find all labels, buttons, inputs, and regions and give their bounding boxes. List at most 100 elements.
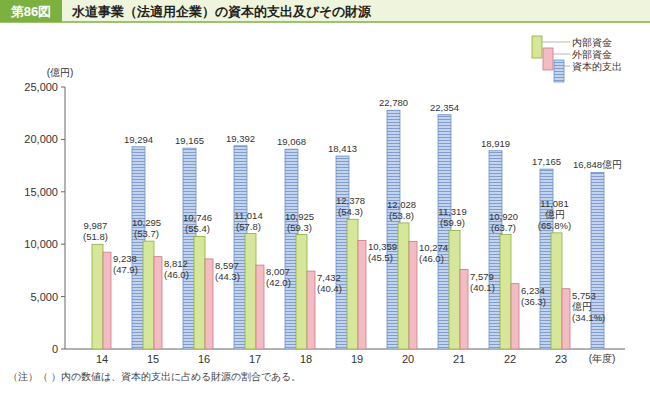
legend-label: 資本的支出 — [572, 61, 622, 72]
ratio-label: (54.3) — [338, 206, 363, 217]
bar — [205, 259, 213, 349]
y-tick-label: 0 — [52, 343, 58, 355]
y-axis — [65, 87, 66, 349]
ratio-label: (53.8) — [389, 210, 414, 221]
bar — [358, 240, 366, 349]
x-tick-label: 14 — [96, 353, 108, 365]
bar — [500, 235, 511, 349]
bar — [449, 230, 460, 349]
data-label: 7,432 — [317, 272, 341, 283]
y-tick — [61, 191, 65, 192]
ratio-label: (44.3) — [215, 271, 240, 282]
data-label: 19,294 — [124, 134, 153, 145]
bar — [154, 257, 162, 349]
bar — [398, 223, 409, 349]
data-label: 9,238 — [113, 253, 137, 264]
data-label: 18,413 — [328, 143, 357, 154]
ratio-label: (42.0) — [266, 277, 291, 288]
y-tick — [61, 87, 65, 88]
x-tick-label: 17 — [249, 353, 261, 365]
legend-label: 外部資金 — [572, 49, 612, 60]
data-label: 17,165 — [532, 156, 561, 167]
title: 水道事業（法適用企業）の資本的支出及びその財源 — [71, 4, 372, 19]
ratio-label: (65.8%) — [538, 220, 571, 231]
legend-leader — [542, 42, 570, 43]
title-rule — [0, 21, 650, 23]
ratio-label: (46.0) — [419, 253, 444, 264]
ratio-label: (59.3) — [287, 222, 312, 233]
ratio-label: (59.9) — [440, 217, 465, 228]
y-tick-label: 10,000 — [24, 238, 58, 250]
ratio-label: (40.4) — [317, 283, 342, 294]
bar — [347, 219, 358, 349]
x-axis-label: (年度) — [589, 353, 616, 364]
x-tick-label: 16 — [198, 353, 210, 365]
data-label: 10,746 — [183, 212, 212, 223]
x-tick-label: 21 — [453, 353, 465, 365]
y-axis-label: (億円) — [47, 67, 74, 78]
legend-swatch — [554, 60, 564, 82]
data-label: 11,014 — [234, 210, 262, 221]
legend-swatch — [532, 36, 542, 58]
data-label: 7,579 — [470, 271, 494, 282]
bar — [307, 271, 315, 349]
data-label: 10,920 — [489, 211, 518, 222]
legend: 内部資金外部資金資本的支出 — [532, 36, 622, 82]
data-label: 10,295 — [132, 217, 161, 228]
figure-label: 第86図 — [10, 4, 51, 19]
bar — [256, 265, 264, 349]
data-label: 12,028 — [387, 199, 416, 210]
y-tick-label: 25,000 — [24, 81, 58, 93]
x-tick-label: 22 — [504, 353, 516, 365]
bars — [92, 110, 604, 349]
y-tick-label: 15,000 — [24, 186, 58, 198]
data-label: 5,753億円 — [572, 290, 596, 312]
bar — [143, 241, 154, 349]
ratio-label: (36.3) — [521, 296, 546, 307]
data-label: 10,925 — [285, 211, 314, 222]
data-label: 22,780 — [379, 97, 408, 108]
ratio-label: (47.9) — [113, 264, 138, 275]
ratio-label: (51.8) — [83, 231, 108, 242]
data-label: 9,987 — [84, 220, 108, 231]
data-labels: 9,987(51.8)9,238(47.9)19,29410,295(53.7)… — [83, 97, 622, 322]
chart: 第86図 水道事業（法適用企業）の資本的支出及びその財源 0 5,000 10,000 1… — [0, 0, 650, 397]
data-label: 6,234 — [521, 285, 545, 296]
legend-leader — [553, 54, 570, 55]
data-label: 16,848億円 — [573, 159, 622, 170]
ratio-label: (63.7) — [491, 222, 516, 233]
y-tick — [61, 296, 65, 297]
bar — [562, 289, 570, 349]
x-tick-label: 15 — [147, 353, 159, 365]
bar — [103, 252, 111, 349]
bar — [551, 233, 562, 349]
bar — [245, 234, 256, 349]
ratio-label: (57.8) — [236, 221, 261, 232]
ratio-label: (55.4) — [185, 223, 210, 234]
data-label: 10,274 — [419, 242, 448, 253]
data-label: 8,597 — [215, 260, 239, 271]
data-label: 22,354 — [430, 102, 459, 113]
data-label: 19,068 — [277, 136, 306, 147]
legend-swatch — [543, 48, 553, 70]
data-label: 18,919 — [481, 138, 510, 149]
legend-label: 内部資金 — [572, 37, 612, 48]
title-band — [0, 0, 650, 22]
y-tick-label: 5,000 — [30, 291, 58, 303]
bar — [409, 241, 417, 349]
ratio-label: (34.1%) — [572, 312, 605, 323]
data-label: 11,319 — [438, 206, 466, 217]
y-tick — [61, 244, 65, 245]
ratio-label: (40.1) — [470, 282, 495, 293]
y-tick-label: 20,000 — [24, 133, 58, 145]
data-label: 19,392 — [226, 133, 255, 144]
bar — [460, 270, 468, 349]
figure-label-box — [0, 0, 62, 22]
data-label: 8,007 — [266, 266, 290, 277]
y-tick — [61, 349, 65, 350]
ratio-label: (46.0) — [164, 269, 189, 280]
note: （注）（ ）内の数値は、資本的支出に占める財源の割合である。 — [8, 371, 301, 382]
data-label: 11,081億円 — [540, 198, 568, 220]
data-label: 10,359 — [368, 241, 397, 252]
data-label: 19,165 — [175, 135, 204, 146]
